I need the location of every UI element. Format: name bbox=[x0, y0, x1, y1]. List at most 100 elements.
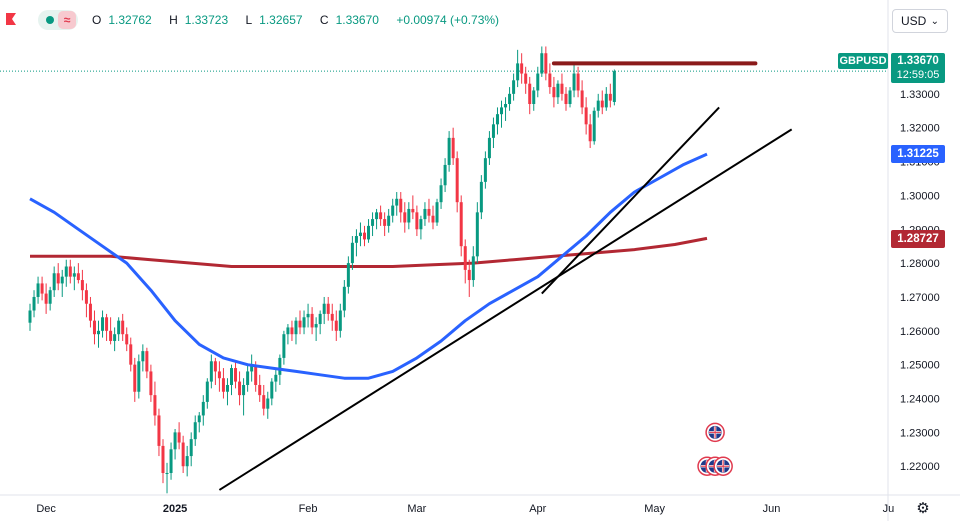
ohlc-values: O 1.32762 H 1.33723 L 1.32657 C 1.33670 +0.0… bbox=[92, 13, 500, 27]
candle bbox=[64, 259, 68, 287]
candle bbox=[532, 87, 536, 111]
candle-body bbox=[225, 384, 229, 392]
x-tick-label: Mar bbox=[407, 503, 426, 515]
candle-body bbox=[326, 303, 330, 314]
candle bbox=[528, 76, 532, 115]
candle bbox=[68, 259, 72, 284]
candle bbox=[266, 391, 270, 419]
candle bbox=[407, 202, 411, 230]
candle-body bbox=[201, 401, 205, 416]
wave-icon[interactable]: ≈ bbox=[58, 11, 76, 29]
candle-body bbox=[117, 320, 121, 335]
ma50-price-tag: 1.31225 bbox=[891, 144, 945, 163]
candle-body bbox=[282, 334, 286, 358]
candle bbox=[358, 222, 362, 247]
candle-body bbox=[28, 310, 32, 323]
candle-body bbox=[423, 208, 427, 220]
uk-flag-icon[interactable] bbox=[713, 456, 733, 476]
candle-body bbox=[346, 263, 350, 287]
candle bbox=[395, 192, 399, 216]
candle bbox=[290, 320, 294, 341]
candle bbox=[209, 354, 213, 389]
candle-body bbox=[137, 361, 141, 392]
y-tick-label: 1.33000 bbox=[900, 89, 940, 101]
candle-body bbox=[568, 90, 572, 105]
candle bbox=[157, 408, 161, 457]
candle bbox=[447, 131, 451, 172]
candle-body bbox=[64, 266, 68, 277]
candle-body bbox=[56, 273, 60, 284]
bar-countdown: 12:59:05 bbox=[896, 69, 940, 81]
candle bbox=[270, 378, 274, 406]
candle bbox=[536, 66, 540, 98]
candle bbox=[379, 205, 383, 226]
candle-body bbox=[443, 164, 447, 186]
candle bbox=[544, 46, 548, 81]
candle bbox=[181, 435, 185, 473]
candle-body bbox=[431, 215, 435, 223]
candle bbox=[556, 80, 560, 105]
candle-body bbox=[125, 334, 129, 345]
candle-body bbox=[36, 283, 40, 297]
candle bbox=[36, 276, 40, 304]
candle-body bbox=[230, 368, 233, 385]
y-tick-label: 1.22000 bbox=[900, 461, 940, 473]
currency-select[interactable]: USD ⌄ bbox=[892, 9, 948, 33]
candle-body bbox=[508, 93, 512, 105]
candle-body bbox=[97, 330, 101, 335]
candle bbox=[262, 384, 266, 416]
candle-body bbox=[234, 368, 238, 382]
candle-body bbox=[193, 422, 197, 440]
candle-body bbox=[516, 63, 520, 81]
candle-body bbox=[113, 334, 117, 341]
candle-body bbox=[217, 371, 221, 379]
candle bbox=[342, 280, 346, 318]
candle-body bbox=[262, 395, 266, 409]
gear-icon[interactable]: ⚙ bbox=[916, 500, 930, 517]
candle bbox=[479, 175, 483, 220]
candle-body bbox=[246, 371, 250, 385]
candle bbox=[516, 49, 520, 88]
symbol-tag: GBPUSD bbox=[838, 53, 888, 69]
candle-body bbox=[306, 313, 310, 318]
candle bbox=[467, 259, 471, 297]
candle-body bbox=[500, 107, 504, 115]
candle bbox=[306, 303, 310, 328]
tradingview-flag-icon[interactable] bbox=[4, 12, 18, 26]
candle bbox=[495, 107, 499, 135]
candle bbox=[334, 310, 338, 341]
x-tick-label: May bbox=[644, 503, 665, 515]
candle-body bbox=[540, 53, 544, 74]
candle-body bbox=[40, 283, 44, 294]
candle bbox=[608, 83, 612, 108]
candle-body bbox=[596, 100, 600, 111]
candle bbox=[213, 357, 217, 385]
candle bbox=[504, 97, 508, 121]
candle-body bbox=[491, 124, 495, 138]
candle-body bbox=[72, 273, 76, 277]
candle-body bbox=[330, 313, 334, 321]
candle-body bbox=[612, 71, 616, 102]
last-price-tag: 1.33670 12:59:05 bbox=[891, 53, 945, 83]
candle-body bbox=[580, 90, 584, 108]
y-tick-label: 1.32000 bbox=[900, 123, 940, 135]
candle-body bbox=[383, 219, 387, 226]
candle-body bbox=[60, 276, 64, 284]
candle-body bbox=[487, 137, 491, 159]
candle bbox=[459, 195, 463, 257]
candle bbox=[32, 290, 36, 318]
y-tick-label: 1.26000 bbox=[900, 326, 940, 338]
uk-flag-icon[interactable] bbox=[705, 422, 725, 443]
candle bbox=[76, 263, 80, 284]
candle-body bbox=[334, 320, 338, 331]
candle-body bbox=[165, 472, 169, 474]
x-tick-label: Apr bbox=[529, 503, 546, 515]
candle-body bbox=[44, 293, 48, 304]
candle bbox=[201, 395, 205, 426]
candle-body bbox=[471, 256, 475, 281]
candle bbox=[258, 374, 262, 402]
candle bbox=[322, 296, 326, 325]
candle-body bbox=[318, 313, 322, 325]
candle-body bbox=[278, 357, 282, 375]
